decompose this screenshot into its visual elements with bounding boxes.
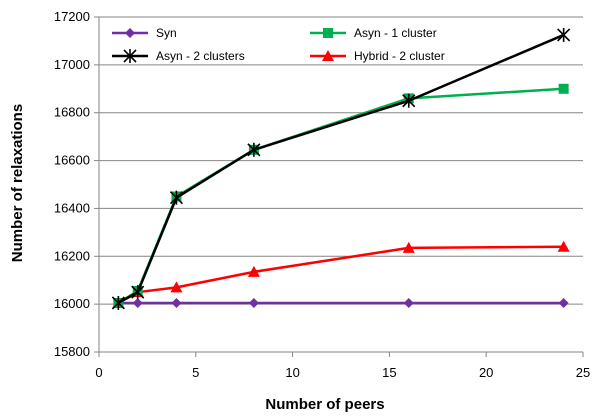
data-point xyxy=(402,241,415,253)
data-point xyxy=(171,297,182,308)
data-point xyxy=(403,297,414,308)
y-tick-label: 15800 xyxy=(54,344,90,359)
series-line xyxy=(117,33,565,305)
legend-marker xyxy=(322,50,334,61)
data-point xyxy=(558,83,569,94)
data-point xyxy=(132,297,143,308)
data-point xyxy=(557,27,571,42)
x-tick-label: 15 xyxy=(382,365,396,380)
x-tick-label: 25 xyxy=(576,365,590,380)
x-tick-label: 0 xyxy=(95,365,102,380)
series-diamond xyxy=(113,297,569,308)
data-point xyxy=(402,93,416,108)
data-point xyxy=(169,190,184,205)
data-point xyxy=(170,281,183,293)
x-tick-label: 20 xyxy=(479,365,493,380)
legend-marker xyxy=(123,49,137,63)
y-tick-label: 16400 xyxy=(54,200,90,215)
x-tick-label: 10 xyxy=(285,365,299,380)
y-tick-label: 16000 xyxy=(54,296,90,311)
data-point xyxy=(558,297,569,308)
series-group xyxy=(111,27,571,310)
legend-label: Hybrid - 2 cluster xyxy=(354,49,445,63)
series-line xyxy=(117,245,564,305)
x-tick-labels: 0 5 10 15 20 25 xyxy=(95,365,590,380)
legend: Syn Asyn - 1 cluster Asyn - 2 clusters Hybr… xyxy=(112,26,445,63)
legend-entry: Syn xyxy=(112,26,177,40)
y-tick-label: 17000 xyxy=(54,57,90,72)
data-point xyxy=(131,285,145,300)
y-tick-label: 17200 xyxy=(54,9,90,24)
data-point xyxy=(247,142,261,157)
legend-entry: Asyn - 2 clusters xyxy=(112,49,245,63)
gridlines xyxy=(99,16,583,305)
data-point xyxy=(557,240,570,252)
y-tick-labels: 15800 16000 16200 16400 16600 16800 17000 17200 xyxy=(54,9,90,359)
legend-marker xyxy=(323,28,333,38)
legend-label: Asyn - 2 clusters xyxy=(156,49,245,63)
legend-marker xyxy=(125,28,135,38)
y-tick-label: 16200 xyxy=(54,248,90,263)
x-axis-title: Number of peers xyxy=(265,396,384,413)
legend-entry: Asyn - 1 cluster xyxy=(310,26,437,40)
x-tick-label: 5 xyxy=(192,365,199,380)
data-point xyxy=(247,265,260,277)
y-tick-label: 16800 xyxy=(54,105,90,120)
data-point xyxy=(248,297,259,308)
axes xyxy=(94,16,584,357)
data-point xyxy=(111,295,125,310)
y-tick-label: 16600 xyxy=(54,153,90,168)
series-star xyxy=(111,27,571,310)
y-axis-title: Number of relaxations xyxy=(9,104,26,262)
legend-label: Asyn - 1 cluster xyxy=(354,26,437,40)
series-triangle xyxy=(112,240,570,308)
legend-entry: Hybrid - 2 cluster xyxy=(310,49,445,63)
legend-label: Syn xyxy=(156,26,177,40)
